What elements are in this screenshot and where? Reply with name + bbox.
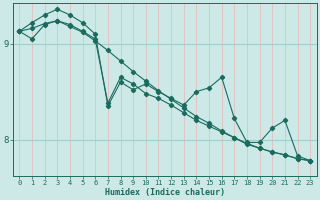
X-axis label: Humidex (Indice chaleur): Humidex (Indice chaleur) <box>105 188 225 197</box>
